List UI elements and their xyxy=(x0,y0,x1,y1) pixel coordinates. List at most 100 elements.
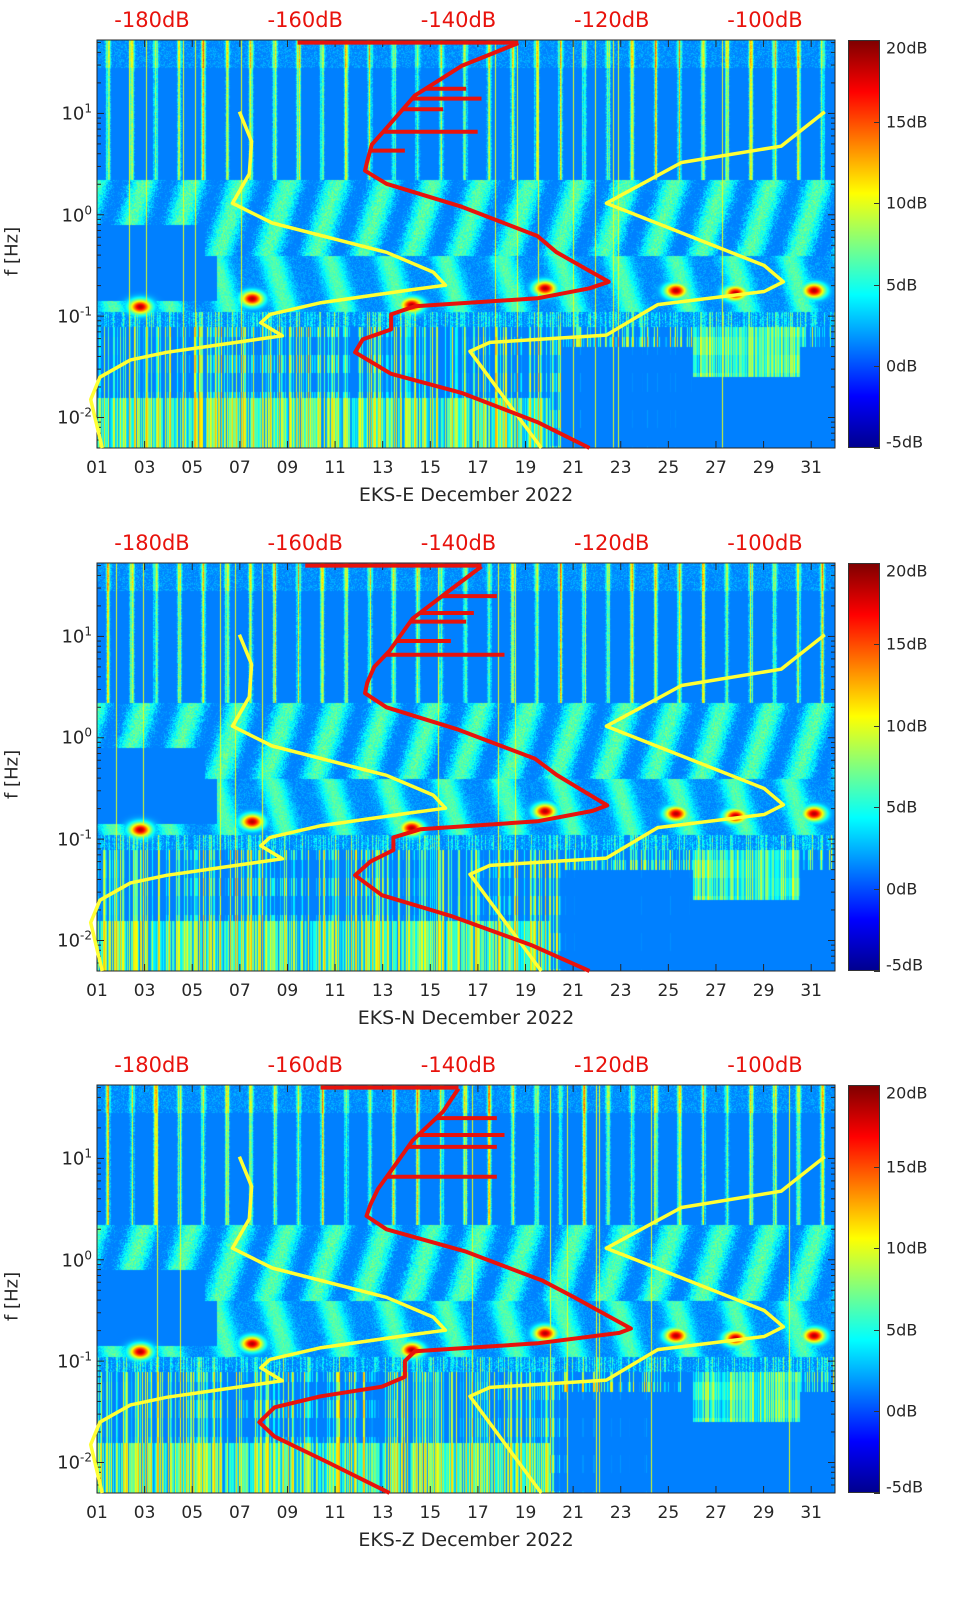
x-tick-label: 21 xyxy=(562,980,584,1001)
y-tick-label: 100 xyxy=(61,726,92,749)
x-tick-label: 17 xyxy=(467,1503,489,1523)
top-db-label: -160dB xyxy=(267,1053,343,1077)
y-tick-base: 10 xyxy=(57,407,81,429)
series-line-nlnm xyxy=(88,633,448,971)
y-tick-base: 10 xyxy=(61,626,85,648)
colorbar-tick-mark xyxy=(874,1411,880,1413)
series-line-station-psd xyxy=(257,1087,633,1495)
top-db-label: -140dB xyxy=(420,530,497,555)
x-tick-label: 03 xyxy=(133,980,156,1001)
y-tick-exponent: -2 xyxy=(80,928,92,943)
x-tick-label: 05 xyxy=(181,1503,204,1523)
x-tick-label: 23 xyxy=(609,458,632,478)
top-db-label: -140dB xyxy=(420,8,497,32)
series-line-nhnm xyxy=(468,632,826,972)
top-db-label: -100dB xyxy=(727,530,803,555)
curves-overlay xyxy=(88,562,836,973)
x-tick-label: 05 xyxy=(181,980,204,1001)
colorbar-tick-mark xyxy=(874,1493,880,1494)
colorbar-tick-mark xyxy=(874,121,880,123)
x-axis-label: EKS-Z December 2022 xyxy=(358,1529,574,1551)
y-tick-exponent: -2 xyxy=(80,405,92,420)
x-tick-label: 15 xyxy=(419,458,442,478)
x-tick-label: 29 xyxy=(752,1503,775,1523)
y-axis-label-text: f [Hz] xyxy=(1,1271,23,1321)
x-tick-label: 21 xyxy=(562,1503,584,1523)
colorbar-tick-label: 0dB xyxy=(886,879,918,899)
y-tick-exponent: 0 xyxy=(84,725,92,740)
y-tick-base: 10 xyxy=(61,1148,85,1170)
x-tick-label: 05 xyxy=(181,458,204,478)
x-tick-label: 09 xyxy=(276,458,299,478)
x-tick-label: 03 xyxy=(133,1503,156,1523)
colorbar-tick-mark xyxy=(874,1085,880,1086)
colorbar-tick-label: 10dB xyxy=(886,193,928,213)
colorbar-tick-mark xyxy=(874,284,880,286)
x-tick-label: 01 xyxy=(86,458,108,478)
colorbar-tick-mark xyxy=(874,203,880,205)
x-tick-label: 01 xyxy=(86,1503,108,1523)
top-db-label: -180dB xyxy=(114,530,190,555)
x-tick-label: 25 xyxy=(657,458,680,478)
y-tick-base: 10 xyxy=(57,1351,81,1373)
x-tick-label: 07 xyxy=(229,458,251,478)
y-tick-exponent: -1 xyxy=(80,827,92,842)
y-tick-exponent: 0 xyxy=(84,203,92,218)
top-db-label: -120dB xyxy=(574,1053,650,1077)
series-line-nlnm xyxy=(88,111,448,449)
x-tick-label: 11 xyxy=(324,980,346,1001)
y-tick-exponent: 0 xyxy=(84,1248,92,1263)
colorbar-tick-label: -5dB xyxy=(886,1477,924,1497)
x-tick-label: 07 xyxy=(229,1503,251,1523)
colorbar-tick-mark xyxy=(874,970,880,972)
x-tick-label: 31 xyxy=(800,1503,823,1523)
x-tick-label: 07 xyxy=(229,980,251,1001)
colorbar-tick-mark xyxy=(874,888,880,890)
colorbar-tick-mark xyxy=(874,1329,880,1331)
spectrogram-panel: -180dB -160dB -140dB -120dB -100dB 01 03 05 07 09… xyxy=(0,0,962,522)
y-tick-label: 100 xyxy=(61,203,92,226)
curves-overlay xyxy=(88,39,836,450)
colorbar-tick-label: 0dB xyxy=(886,356,918,376)
colorbar-tick-label: 5dB xyxy=(886,1320,918,1340)
series-line-station-psd xyxy=(353,41,611,450)
colorbar-tick-label: 15dB xyxy=(886,112,928,132)
axes-box xyxy=(96,39,836,449)
colorbar-tick-mark xyxy=(874,644,880,646)
colorbar-tick-label: 0dB xyxy=(886,1401,918,1421)
x-tick-label: 09 xyxy=(276,980,299,1001)
curves-overlay xyxy=(88,1084,836,1495)
top-db-label: -120dB xyxy=(574,8,650,32)
y-axis-label: f [Hz] xyxy=(2,749,23,798)
top-db-label: -120dB xyxy=(574,530,650,555)
y-tick-base: 10 xyxy=(57,930,81,952)
x-tick-label: 31 xyxy=(800,980,823,1001)
x-tick-label: 29 xyxy=(752,980,775,1001)
y-tick-label: 10-1 xyxy=(57,827,92,850)
colorbar-tick-label: 5dB xyxy=(886,797,918,817)
top-db-label: -160dB xyxy=(267,530,343,555)
colorbar-tick-mark xyxy=(874,1166,880,1168)
colorbar-tick-label: 20dB xyxy=(886,561,928,580)
y-tick-label: 10-2 xyxy=(57,1451,92,1474)
x-tick-label: 25 xyxy=(657,1503,680,1523)
x-tick-label: 23 xyxy=(609,980,632,1001)
x-tick-label: 13 xyxy=(371,980,394,1001)
spectrogram-plot-area xyxy=(88,39,836,450)
x-tick-label: 19 xyxy=(514,458,537,478)
axes-box xyxy=(96,1084,836,1494)
y-tick-label: 100 xyxy=(61,1248,92,1271)
y-axis-label: f [Hz] xyxy=(2,227,23,276)
x-axis-label: EKS-E December 2022 xyxy=(358,484,574,506)
colorbar-tick-label: 10dB xyxy=(886,716,928,736)
x-tick-label: 17 xyxy=(467,980,489,1001)
x-tick-label: 15 xyxy=(419,980,442,1001)
colorbar xyxy=(848,1085,880,1493)
x-tick-label: 09 xyxy=(276,1503,299,1523)
colorbar xyxy=(848,562,880,971)
x-tick-label: 27 xyxy=(705,458,727,478)
colorbar xyxy=(848,40,880,448)
x-tick-label: 29 xyxy=(752,458,775,478)
y-tick-exponent: -1 xyxy=(80,1349,92,1364)
y-tick-label: 101 xyxy=(61,1147,92,1170)
